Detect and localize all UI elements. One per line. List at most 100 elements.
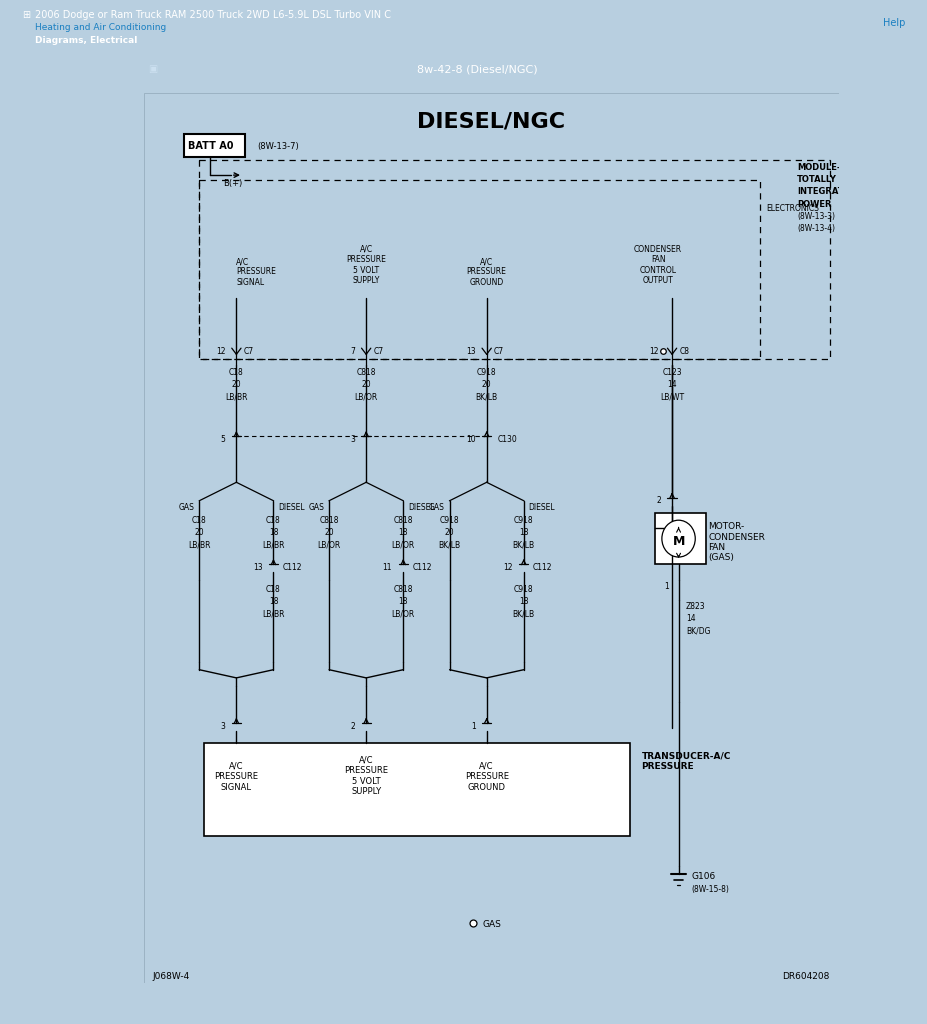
Text: 7: 7 [350,347,355,355]
Text: LB/BR: LB/BR [225,392,248,401]
Text: DIESEL/NGC: DIESEL/NGC [417,112,565,132]
Text: BK/LB: BK/LB [513,541,535,550]
Text: C818: C818 [356,368,376,377]
Text: 8w-42-8 (Diesel/NGC): 8w-42-8 (Diesel/NGC) [417,65,538,74]
Text: A/C
PRESSURE
GROUND: A/C PRESSURE GROUND [464,762,509,792]
Text: C7: C7 [494,347,504,355]
Text: C18: C18 [266,516,281,525]
Text: C7: C7 [374,347,384,355]
Text: ⊞: ⊞ [22,10,30,20]
Text: ▣: ▣ [148,65,158,74]
Text: C18: C18 [229,368,244,377]
Text: A/C
PRESSURE
SIGNAL: A/C PRESSURE SIGNAL [236,257,276,287]
Text: C112: C112 [283,563,302,571]
Text: 18: 18 [269,528,278,538]
Text: Heating and Air Conditioning: Heating and Air Conditioning [35,23,166,32]
Text: 18: 18 [399,597,408,606]
Bar [655,513,706,564]
Text: C918: C918 [439,516,460,525]
Text: A/C
PRESSURE
GROUND: A/C PRESSURE GROUND [466,257,507,287]
Text: 20: 20 [324,528,334,538]
Text: C818: C818 [393,516,413,525]
Text: (8W-13-3): (8W-13-3) [797,212,835,221]
Text: C818: C818 [393,585,413,594]
Text: 1: 1 [665,582,669,591]
Text: 1: 1 [471,722,476,730]
Text: LB/OR: LB/OR [391,609,415,618]
Text: 20: 20 [362,380,371,389]
Text: 18: 18 [269,597,278,606]
Text: 18: 18 [519,597,528,606]
Text: 3: 3 [221,722,225,730]
Text: A/C
PRESSURE
5 VOLT
SUPPLY: A/C PRESSURE 5 VOLT SUPPLY [346,245,387,285]
Text: 20: 20 [482,380,491,389]
Text: DIESEL: DIESEL [278,503,305,512]
Text: BK/DG: BK/DG [686,627,710,636]
Text: G106: G106 [692,872,716,882]
Text: 18: 18 [399,528,408,538]
Bar [184,134,245,157]
Text: DIESEL: DIESEL [408,503,435,512]
Text: CONDENSER
FAN
CONTROL
OUTPUT: CONDENSER FAN CONTROL OUTPUT [634,245,682,285]
Text: TRANSDUCER-A/C
PRESSURE: TRANSDUCER-A/C PRESSURE [641,752,730,771]
Text: C918: C918 [476,368,497,377]
Text: 11: 11 [383,563,392,571]
Text: (8W-15-8): (8W-15-8) [692,885,730,894]
Text: 20: 20 [445,528,454,538]
Text: C918: C918 [514,585,534,594]
Text: C7: C7 [244,347,254,355]
Text: INTEGRATED: INTEGRATED [797,187,857,197]
Text: A/C
PRESSURE
SIGNAL: A/C PRESSURE SIGNAL [214,762,259,792]
Text: LB/BR: LB/BR [262,541,285,550]
Text: C123: C123 [662,368,682,377]
Text: 5: 5 [221,435,225,443]
Text: Diagrams, Electrical: Diagrams, Electrical [35,36,137,45]
Text: 12: 12 [503,563,513,571]
Text: LB/OR: LB/OR [317,541,341,550]
Text: A/C
PRESSURE
5 VOLT
SUPPLY: A/C PRESSURE 5 VOLT SUPPLY [344,756,388,796]
Text: 2: 2 [350,722,355,730]
Text: C18: C18 [266,585,281,594]
Text: Z823: Z823 [686,602,705,611]
Text: C818: C818 [319,516,339,525]
Text: LB/BR: LB/BR [262,609,285,618]
Text: GAS: GAS [309,503,324,512]
Text: 12: 12 [216,347,225,355]
Circle shape [662,520,695,557]
Text: DR604208: DR604208 [782,972,830,981]
Text: 12: 12 [650,347,659,355]
Text: BATT A0: BATT A0 [187,141,234,152]
Text: 20: 20 [232,380,241,389]
Text: M: M [672,536,685,548]
Text: LB/OR: LB/OR [354,392,378,401]
Text: (8W-13-7): (8W-13-7) [257,142,298,151]
Text: C918: C918 [514,516,534,525]
Text: 14: 14 [667,380,677,389]
Text: C112: C112 [413,563,432,571]
Text: 10: 10 [466,435,476,443]
Text: B(+): B(+) [223,179,243,188]
Text: 18: 18 [519,528,528,538]
Text: 13: 13 [466,347,476,355]
Text: BK/LB: BK/LB [438,541,461,550]
Text: GAS: GAS [482,921,501,929]
Text: LB/OR: LB/OR [391,541,415,550]
Text: ELECTRONICS: ELECTRONICS [767,204,819,213]
Text: POWER: POWER [797,200,832,209]
Text: 2006 Dodge or Ram Truck RAM 2500 Truck 2WD L6-5.9L DSL Turbo VIN C: 2006 Dodge or Ram Truck RAM 2500 Truck 2… [35,10,391,20]
Text: (8W-13-4): (8W-13-4) [797,224,835,233]
Text: J068W-4: J068W-4 [153,972,190,981]
Text: 3: 3 [350,435,355,443]
Text: LB/WT: LB/WT [660,392,684,401]
Text: MOTOR-
CONDENSER
FAN
(GAS): MOTOR- CONDENSER FAN (GAS) [708,522,765,562]
Text: GAS: GAS [429,503,445,512]
Text: GAS: GAS [179,503,195,512]
Text: BK/LB: BK/LB [476,392,498,401]
Text: C8: C8 [679,347,690,355]
Text: DIESEL: DIESEL [528,503,555,512]
Bar [199,180,760,359]
Text: 13: 13 [253,563,262,571]
Text: TOTALLY: TOTALLY [797,175,837,184]
Text: MODULE-: MODULE- [797,163,841,172]
Text: 20: 20 [195,528,204,538]
